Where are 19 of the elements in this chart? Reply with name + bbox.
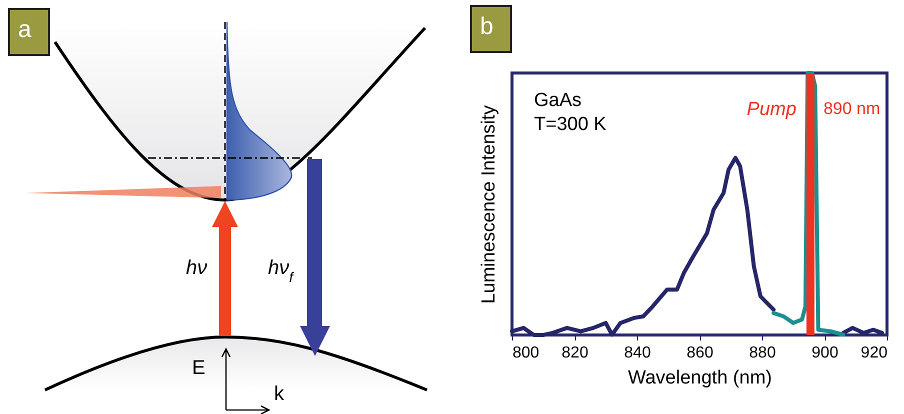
panel-tag: a [8, 8, 50, 56]
y-axis-title: Luminescence Intensity [478, 104, 500, 304]
x-tick-label: 880 [749, 344, 776, 362]
text: E [192, 357, 206, 379]
annotation: GaAs [534, 90, 582, 111]
x-tick-label: 820 [562, 344, 588, 362]
x-tick-label: 840 [624, 344, 651, 362]
text: hν [186, 257, 208, 279]
x-tick-label: 900 [812, 344, 838, 362]
annotation: T=300 K [534, 114, 607, 135]
x-axis-title: Wavelength (nm) [628, 368, 772, 388]
x-tick-label: 800 [512, 344, 540, 362]
text: hν$_{f}$ [268, 257, 296, 285]
annotation: 890 nm [823, 99, 880, 118]
annotation: Pump [746, 99, 796, 120]
x-tick-label: 920 [860, 344, 888, 362]
x-tick-label: 860 [686, 344, 714, 362]
text: k [274, 383, 285, 405]
panel-tag: b [470, 5, 512, 53]
